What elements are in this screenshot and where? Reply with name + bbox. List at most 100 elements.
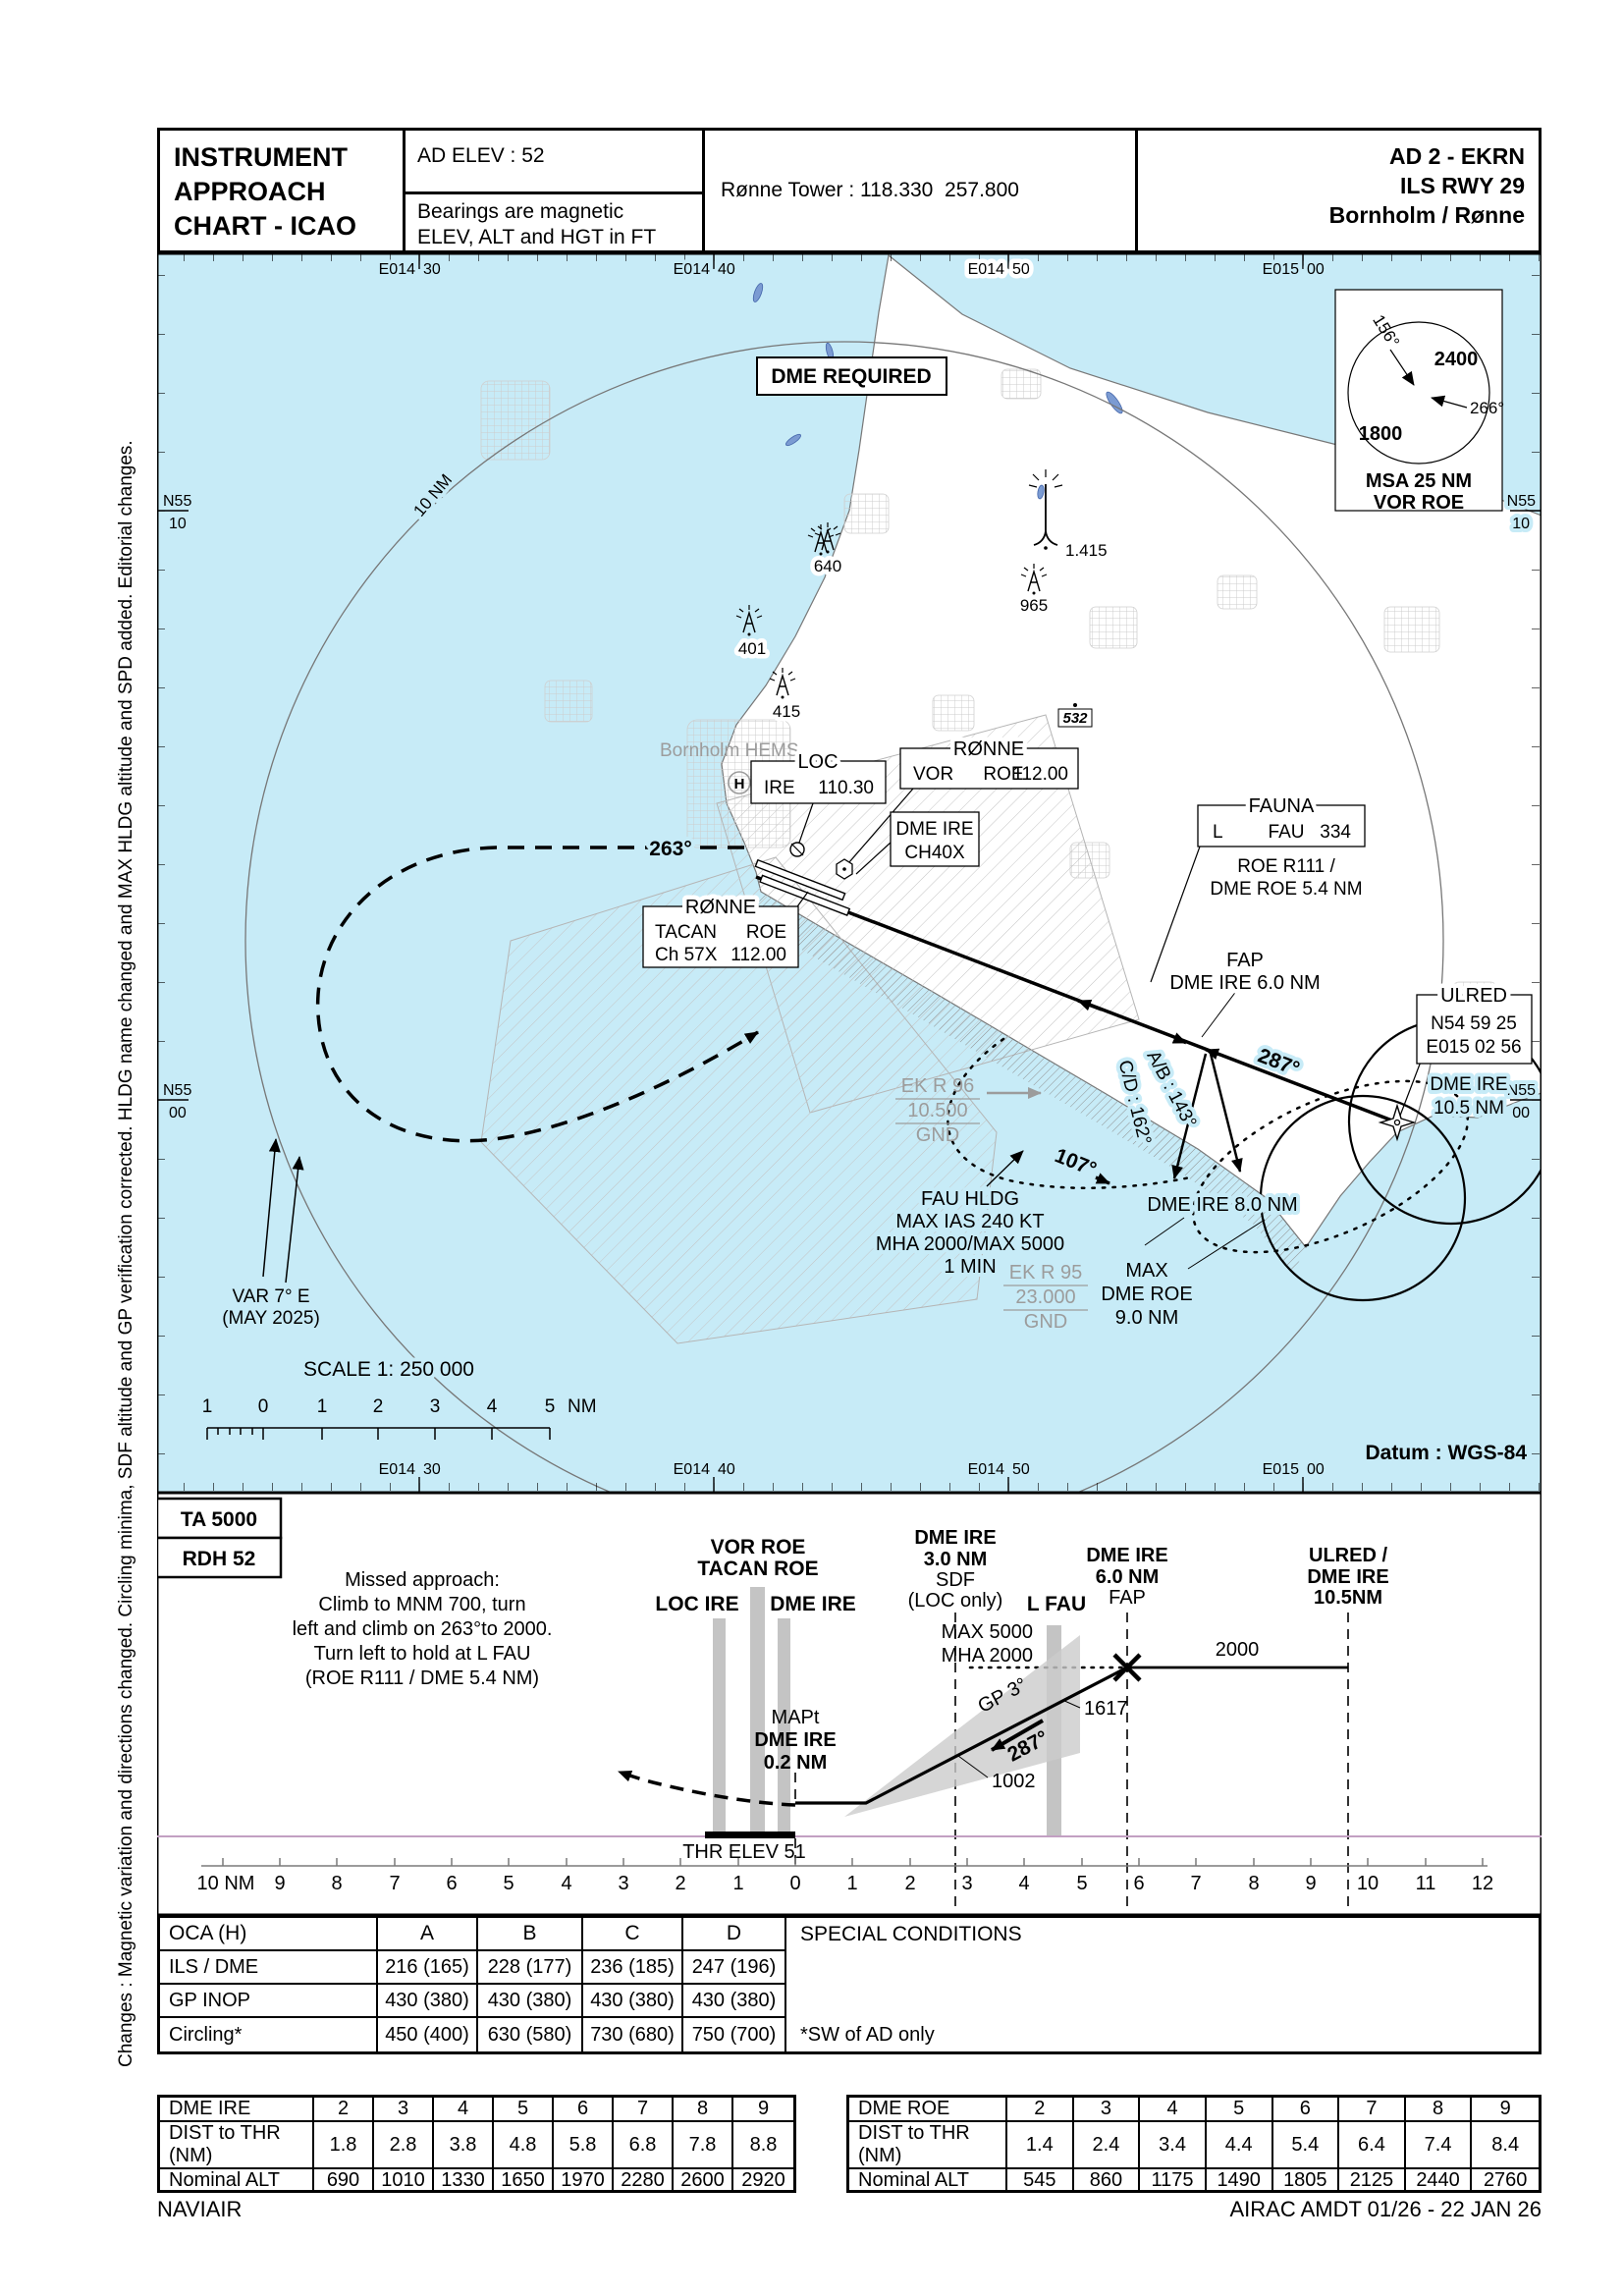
obstacle-965: 965 <box>1020 596 1048 615</box>
lon-label: E014 <box>379 261 415 278</box>
ulred-box-title: ULRED <box>1440 985 1507 1007</box>
oca-value: 450 (400) <box>378 2018 478 2051</box>
dme-ire-table: DME IRE 2 3 4 5 6 7 8 9 DIST to THR (NM)… <box>157 2095 796 2193</box>
elevation-cell: AD ELEV : 52 Bearings are magnetic ELEV,… <box>406 131 705 250</box>
vor-box-id: ROE <box>983 764 1023 785</box>
missed-line3: left and climb on 263°to 2000. <box>293 1618 553 1640</box>
lat-label: 10 <box>1512 516 1530 532</box>
hems-label: Bornholm HEMS <box>660 740 799 761</box>
oca-value: 216 (165) <box>378 1951 478 1985</box>
ruler-num: 3 <box>618 1873 628 1894</box>
oca-value: 247 (196) <box>683 1951 786 1985</box>
msa-alt-2400: 2400 <box>1434 349 1479 370</box>
chart-ident: AD 2 - EKRN ILS RWY 29 Bornholm / Rønne <box>1138 131 1539 250</box>
distance-ruler: 10 NM 9 8 7 6 5 4 3 2 1 0 1 2 3 4 5 6 7 … <box>197 1858 1493 1894</box>
dme-alt: 2760 <box>1483 2169 1528 2191</box>
hldg-line4: 1 MIN <box>944 1256 996 1278</box>
loc-box-title: LOC <box>797 751 838 773</box>
bearings-note: Bearings are magnetic ELEV, ALT and HGT … <box>406 194 702 251</box>
dme-required-box: DME REQUIRED <box>756 356 947 396</box>
ulred-dme2: 10.5 NM <box>1434 1098 1504 1119</box>
dme-alt: 1805 <box>1273 2169 1340 2192</box>
profile-lfau-label: L FAU <box>1027 1593 1086 1615</box>
mapt-line2: DME IRE <box>754 1729 836 1751</box>
ad-code: AD 2 - EKRN <box>1388 143 1525 169</box>
max-5000-label: MAX 5000 <box>942 1621 1033 1643</box>
ekr96-upper: 10.500 <box>907 1100 967 1121</box>
fauna-box-class: L <box>1213 822 1223 843</box>
dme-dist: 5.8 <box>554 2122 614 2169</box>
lon-label: 30 <box>423 1461 441 1478</box>
scale-num: 1 <box>317 1396 328 1417</box>
maxroe-line2: DME ROE <box>1101 1284 1192 1305</box>
ruler-num: 9 <box>274 1873 285 1894</box>
dme-dist: 2.4 <box>1073 2122 1141 2169</box>
loc-box: LOC IRE 110.30 <box>750 747 887 844</box>
dme-col: 9 <box>733 2098 793 2122</box>
sdf-line3: SDF <box>936 1569 975 1591</box>
tacan-box-id: ROE <box>746 922 786 943</box>
vor-box-type: VOR <box>913 764 953 785</box>
ulred-labels: ULRED / DME IRE 10.5NM <box>1307 1545 1388 1609</box>
dme-dist: 6.4 <box>1339 2122 1406 2169</box>
ruler-num: 8 <box>331 1873 342 1894</box>
sdf-line2: 3.0 NM <box>924 1549 987 1570</box>
chart-title-line3: CHART - ICAO <box>174 211 356 242</box>
dme-required-label: DME REQUIRED <box>771 365 931 388</box>
ruler-num: 2 <box>675 1873 685 1894</box>
profile-fap-line3: FAP <box>1109 1587 1146 1609</box>
dme-name: DME IRE <box>160 2098 314 2122</box>
dme-box-line1: DME IRE <box>895 819 973 840</box>
datum-label: Datum : WGS-84 <box>1365 1442 1527 1464</box>
lat-label: N55 <box>163 493 191 510</box>
dme-dist: 5.4 <box>1272 2122 1340 2169</box>
fauna-box-id: FAU <box>1269 822 1305 843</box>
loc-box-id: IRE <box>764 778 795 798</box>
ta-rdh-boxes: TA 5000 RDH 52 <box>157 1497 283 1579</box>
dme-col: 8 <box>674 2098 733 2122</box>
fap-dme: DME IRE 6.0 NM <box>1169 972 1320 994</box>
dme-alt: 1490 <box>1207 2169 1273 2192</box>
dme-alt: 2600 <box>674 2169 733 2192</box>
oca-cat-a: A <box>378 1918 478 1951</box>
ruler-num: 10 NM <box>197 1873 255 1894</box>
gp-wedge <box>844 1635 1080 1817</box>
mapt-line1: MAPt <box>772 1707 820 1728</box>
ulred-lat: N54 59 25 <box>1431 1013 1517 1034</box>
lon-label: E015 <box>1263 261 1299 278</box>
oca-row-label: GP INOP <box>160 1985 378 2018</box>
chart-title: INSTRUMENT APPROACH CHART - ICAO <box>160 131 406 250</box>
lon-label: 50 <box>1012 261 1030 278</box>
ten-nm-ring <box>244 341 1444 1493</box>
ekr95-upper: 23.000 <box>1015 1286 1075 1308</box>
coastal-hatch-band <box>748 892 1306 1274</box>
msa-bearing-266: 266° <box>1470 399 1504 417</box>
lon-label: 50 <box>1012 1461 1030 1478</box>
oca-cat-b: B <box>478 1918 583 1951</box>
heliport-h: H <box>734 776 745 793</box>
dme-col: 2 <box>1007 2098 1074 2122</box>
lat-label: N55 <box>1507 1082 1536 1099</box>
dme-col: 7 <box>614 2098 674 2122</box>
dme-alt: 2280 <box>614 2169 674 2192</box>
hldg-line1: FAU HLDG <box>921 1188 1019 1210</box>
dme-alt: 690 <box>314 2169 374 2192</box>
dme-col: 2 <box>314 2098 374 2122</box>
oca-row-label: Circling* <box>160 2018 378 2051</box>
ulred-box: ULRED N54 59 25 E015 02 56 DME IRE 10.5 … <box>1378 981 1533 1142</box>
dme-box: DME IRE CH40X <box>855 811 980 875</box>
loc-box-freq: 110.30 <box>818 778 874 798</box>
profile-fap-line1: DME IRE <box>1086 1545 1167 1566</box>
dme-alt: 2440 <box>1406 2169 1473 2192</box>
oca-value: 430 (380) <box>683 1985 786 2018</box>
changes-note: Changes : Magnetic variation and directi… <box>116 440 136 2067</box>
oca-value: 630 (580) <box>478 2018 583 2051</box>
ruler-num: 2 <box>904 1873 915 1894</box>
maxroe-line3: 9.0 NM <box>1115 1307 1178 1329</box>
oca-value: 730 (680) <box>583 2018 683 2051</box>
scale-num: 1 <box>202 1396 213 1417</box>
fap-labels: DME IRE 6.0 NM FAP <box>1086 1545 1167 1609</box>
var-label2: (MAY 2025) <box>222 1308 320 1329</box>
mapt-labels: MAPt DME IRE 0.2 NM <box>754 1707 836 1774</box>
ekr95-name: EK R 95 <box>1009 1262 1082 1284</box>
